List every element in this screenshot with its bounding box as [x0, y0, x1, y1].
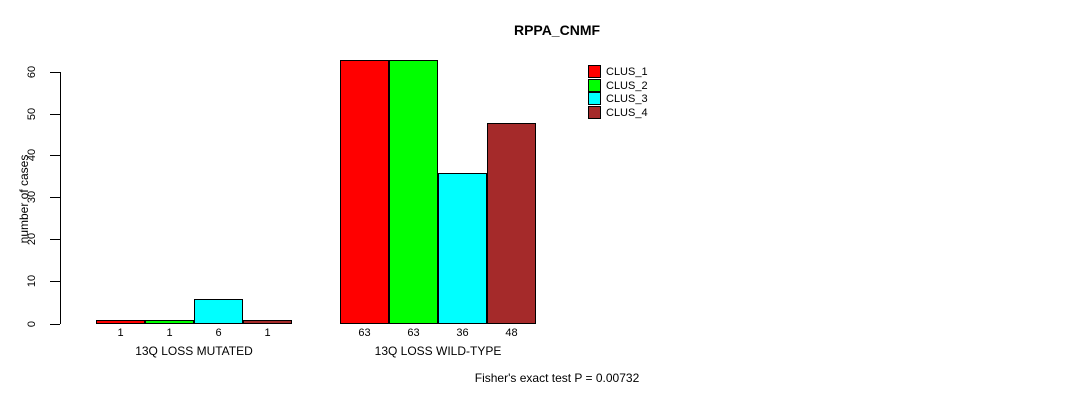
legend-row-clus_2: CLUS_2	[588, 79, 648, 92]
chart-title: RPPA_CNMF	[513, 22, 601, 38]
legend-row-clus_3: CLUS_3	[588, 92, 648, 105]
legend-row-clus_1: CLUS_1	[588, 65, 648, 78]
bar-value-label-clus_1-group-2: 63	[358, 327, 371, 339]
y-axis-line	[60, 72, 61, 324]
y-tick-30	[50, 197, 60, 198]
bar-clus_2-group-2	[389, 60, 438, 324]
y-tick-0	[50, 324, 60, 325]
bar-value-label-clus_1-group-1: 1	[117, 327, 124, 339]
bar-clus_3-group-1	[194, 299, 243, 324]
bar-value-label-clus_3-group-2: 36	[456, 327, 469, 339]
bar-value-label-clus_2-group-1: 1	[166, 327, 173, 339]
legend-swatch-clus_4	[588, 106, 601, 119]
legend-swatch-clus_1	[588, 65, 601, 78]
y-tick-60	[50, 72, 60, 73]
group-label-1: 13Q LOSS MUTATED	[135, 344, 253, 358]
y-tick-label-10: 10	[26, 274, 38, 288]
y-tick-label-40: 40	[26, 148, 38, 162]
y-tick-label-20: 20	[26, 232, 38, 246]
bar-clus_3-group-2	[438, 173, 487, 324]
bar-value-label-clus_3-group-1: 6	[215, 327, 222, 339]
bar-clus_4-group-1	[243, 320, 292, 324]
group-label-2: 13Q LOSS WILD-TYPE	[374, 344, 502, 358]
fisher-test-note: Fisher's exact test P = 0.00732	[474, 371, 640, 385]
legend-swatch-clus_2	[588, 79, 601, 92]
bar-clus_2-group-1	[145, 320, 194, 324]
y-tick-40	[50, 155, 60, 156]
legend-swatch-clus_3	[588, 92, 601, 105]
legend-row-clus_4: CLUS_4	[588, 106, 648, 119]
y-tick-50	[50, 114, 60, 115]
y-tick-label-50: 50	[26, 107, 38, 121]
bar-clus_4-group-2	[487, 123, 536, 324]
bar-value-label-clus_4-group-1: 1	[264, 327, 271, 339]
legend-label-clus_4: CLUS_4	[606, 106, 648, 119]
y-tick-label-0: 0	[26, 320, 38, 328]
y-tick-label-60: 60	[26, 65, 38, 79]
y-tick-label-30: 30	[26, 190, 38, 204]
legend-label-clus_2: CLUS_2	[606, 79, 648, 92]
bar-value-label-clus_4-group-2: 48	[505, 327, 518, 339]
bar-clus_1-group-2	[340, 60, 389, 324]
legend-label-clus_3: CLUS_3	[606, 92, 648, 105]
legend-label-clus_1: CLUS_1	[606, 65, 648, 78]
y-tick-20	[50, 239, 60, 240]
bar-value-label-clus_2-group-2: 63	[407, 327, 420, 339]
y-tick-10	[50, 281, 60, 282]
bar-clus_1-group-1	[96, 320, 145, 324]
